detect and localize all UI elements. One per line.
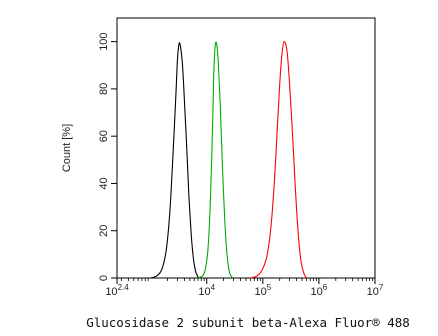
y-tick-label-0: 0 [98, 275, 110, 281]
series-line-1 [150, 42, 200, 279]
x-tick-label-7: 107 [367, 283, 384, 298]
x-tick-label-6: 106 [311, 283, 328, 298]
x-tick-label-4: 104 [198, 283, 215, 298]
y-tick-label-40: 40 [98, 177, 110, 189]
x-tick-label-5: 105 [254, 283, 271, 298]
series-layer [150, 41, 307, 279]
x-axis-label: Glucosidase 2 subunit beta-Alexa Fluor® … [86, 315, 410, 330]
x-axis: 102.4 104 105 106 107 [105, 278, 384, 298]
y-axis: 0 20 40 60 80 100 [98, 32, 117, 281]
y-tick-label-100: 100 [98, 32, 110, 50]
y-tick-label-20: 20 [98, 225, 110, 237]
series-line-2 [197, 41, 234, 279]
plot-frame [116, 17, 376, 279]
y-axis-label: Count [%] [61, 124, 73, 172]
y-tick-label-80: 80 [98, 83, 110, 95]
x-tick-label-2.4: 102.4 [105, 283, 129, 298]
y-tick-label-60: 60 [98, 130, 110, 142]
series-line-3 [250, 41, 307, 279]
